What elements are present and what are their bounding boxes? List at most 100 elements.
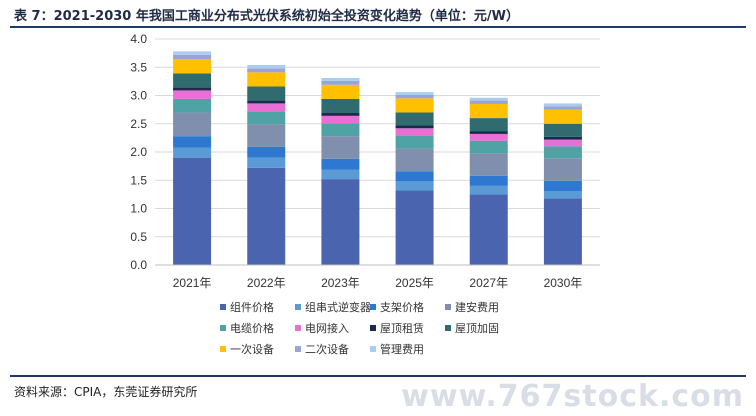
bar-segment xyxy=(247,103,286,112)
bar-segment xyxy=(321,179,360,265)
bar-segment xyxy=(321,113,360,116)
bar-segment xyxy=(469,175,508,186)
y-tick-label: 2.5 xyxy=(130,117,147,131)
bar-segment xyxy=(543,123,582,137)
legend-item: 组串式逆变器 xyxy=(295,300,371,314)
bar-segment xyxy=(173,112,212,137)
bar-segment xyxy=(173,54,212,60)
legend-swatch xyxy=(370,325,376,331)
source-note: 资料来源：CPIA，东莞证券研究所 xyxy=(14,385,198,399)
bar-segment xyxy=(543,146,582,159)
legend-label: 二次设备 xyxy=(305,342,349,356)
legend-item: 管理费用 xyxy=(370,342,424,356)
legend-swatch xyxy=(295,346,301,352)
x-tick-label: 2023年 xyxy=(321,276,360,290)
page-title: 表 7：2021-2030 年我国工商业分布式光伏系统初始全投资变化趋势（单位：… xyxy=(14,9,519,24)
legend-label: 支架价格 xyxy=(380,300,424,314)
stacked-bar-chart: 0.00.51.01.52.02.53.03.54.0 2021年 2022年 20… xyxy=(130,32,600,356)
bar-segment xyxy=(469,140,508,154)
legend-swatch xyxy=(295,304,301,310)
legend-label: 电缆价格 xyxy=(230,321,274,335)
bar-segment xyxy=(247,72,286,87)
bar-stack xyxy=(173,51,212,265)
y-tick-label: 2.0 xyxy=(130,145,147,159)
watermark-text: www.767stock.com xyxy=(401,379,744,414)
bar-segment xyxy=(543,190,582,199)
bar-stack xyxy=(543,103,582,265)
bar-segment xyxy=(173,73,212,88)
bar-segment xyxy=(395,92,434,95)
legend-label: 一次设备 xyxy=(230,342,274,356)
bar-segment xyxy=(247,68,286,73)
bar-segment xyxy=(321,84,360,99)
bar-segment xyxy=(321,77,360,81)
x-tick-label: 2025年 xyxy=(395,276,434,290)
bar-segment xyxy=(173,51,212,55)
legend-label: 屋顶租赁 xyxy=(380,321,424,335)
bar-segment xyxy=(395,128,434,136)
bar-segment xyxy=(469,100,508,104)
bar-segment xyxy=(247,167,286,265)
legend-swatch xyxy=(370,304,376,310)
bar-segment xyxy=(321,136,360,159)
bar-segment xyxy=(395,112,434,126)
bar-segment xyxy=(395,98,434,113)
legend-label: 屋顶加固 xyxy=(455,322,499,335)
y-tick-label: 0.5 xyxy=(130,230,147,244)
bar-segment xyxy=(469,118,508,132)
legend-swatch xyxy=(220,304,226,310)
bars xyxy=(173,51,582,265)
bar-segment xyxy=(395,181,434,191)
legend-item: 一次设备 xyxy=(220,342,274,356)
bar-segment xyxy=(395,148,434,172)
legend-item: 建安费用 xyxy=(445,300,499,314)
bottom-divider xyxy=(10,375,746,377)
bar-segment xyxy=(247,111,286,125)
legend-swatch xyxy=(445,304,451,310)
bar-segment xyxy=(469,131,508,134)
bar-segment xyxy=(395,135,434,149)
bar-segment xyxy=(395,171,434,182)
legend-swatch xyxy=(445,325,451,331)
bar-segment xyxy=(173,59,212,74)
bar-segment xyxy=(247,100,286,104)
bar-segment xyxy=(543,139,582,147)
legend-swatch xyxy=(295,325,301,331)
bar-segment xyxy=(543,106,582,110)
legend-label: 建安费用 xyxy=(455,300,499,314)
bar-stack xyxy=(469,97,508,265)
x-tick-label: 2022年 xyxy=(247,276,286,290)
bar-segment xyxy=(173,90,212,99)
legend-item: 屋顶租赁 xyxy=(370,321,424,335)
bar-segment xyxy=(173,98,212,113)
bar-segment xyxy=(173,136,212,148)
bar-stack xyxy=(321,77,360,265)
bar-segment xyxy=(321,98,360,114)
legend-item: 组件价格 xyxy=(220,300,274,314)
bar-segment xyxy=(543,158,582,181)
bar-stack xyxy=(247,64,286,265)
y-tick-label: 1.0 xyxy=(130,202,147,216)
bar-segment xyxy=(395,125,434,129)
bar-segment xyxy=(543,180,582,191)
bar-segment xyxy=(543,136,582,140)
legend-item: 电缆价格 xyxy=(220,321,274,335)
legend-item: 支架价格 xyxy=(370,300,424,314)
legend-item: 二次设备 xyxy=(295,342,349,356)
bar-segment xyxy=(247,157,286,168)
y-tick-label: 4.0 xyxy=(130,32,147,46)
bar-segment xyxy=(543,109,582,124)
bar-segment xyxy=(247,86,286,101)
legend-item: 电网接入 xyxy=(295,322,349,335)
legend-swatch xyxy=(220,325,226,331)
bar-segment xyxy=(543,198,582,265)
bar-segment xyxy=(247,64,286,69)
bar-segment xyxy=(543,103,582,107)
bar-segment xyxy=(395,190,434,265)
bar-segment xyxy=(321,115,360,124)
y-tick-label: 3.0 xyxy=(130,89,147,103)
y-tick-label: 3.5 xyxy=(130,60,147,74)
x-axis: 2021年 2022年 2023年 2025年 2027年 2030年 xyxy=(155,264,600,290)
bar-segment xyxy=(469,103,508,119)
gridlines xyxy=(155,38,600,266)
